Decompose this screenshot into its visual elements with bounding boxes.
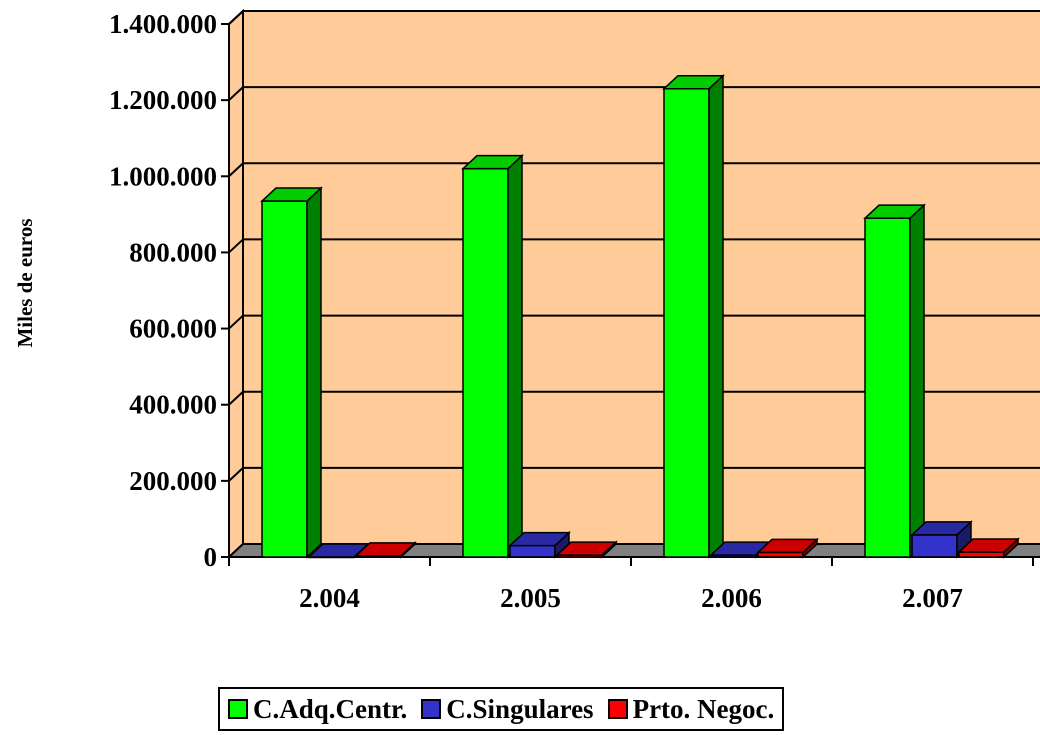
bar-front xyxy=(261,200,308,558)
bar xyxy=(863,203,926,559)
bar xyxy=(260,186,323,559)
bar-top xyxy=(260,187,323,202)
x-tick-label: 2.005 xyxy=(500,583,561,613)
y-tick-label: 1.400.000 xyxy=(109,9,217,39)
y-axis-label: Miles de euros xyxy=(13,218,37,347)
bar-top xyxy=(354,542,417,557)
bar-front xyxy=(663,87,710,558)
bar-top xyxy=(555,541,618,556)
y-tick-label: 200.000 xyxy=(129,466,217,496)
bar-top xyxy=(863,204,926,219)
bar xyxy=(354,541,417,559)
bar xyxy=(756,537,819,559)
bar xyxy=(910,520,973,559)
legend-swatch-prto-negoc xyxy=(607,699,628,719)
gridline-side xyxy=(228,467,244,482)
bar-top xyxy=(662,74,725,90)
y-tick-label: 1.200.000 xyxy=(109,85,217,115)
bar xyxy=(461,153,524,559)
bar-side xyxy=(909,203,925,559)
y-tick-label: 0 xyxy=(204,542,218,572)
legend-label-c-singulares: C.Singulares xyxy=(446,693,594,724)
bar-front xyxy=(911,534,958,558)
gridline-side xyxy=(228,86,244,101)
bar-top xyxy=(461,154,524,170)
legend-item-prto-negoc: Prto. Negoc. xyxy=(607,693,775,725)
legend-swatch-c-singulares xyxy=(421,699,442,719)
x-tick-label: 2.007 xyxy=(902,583,963,613)
bar-top xyxy=(957,538,1020,553)
y-tick-label: 800.000 xyxy=(129,237,217,267)
bar-side xyxy=(507,153,523,559)
gridline-side xyxy=(228,314,244,330)
y-tick-label: 1.000.000 xyxy=(109,161,217,191)
bar-top xyxy=(508,531,571,547)
y-tick-label: 600.000 xyxy=(129,314,217,344)
bar-side xyxy=(306,186,322,559)
legend-item-c-adq-centr: C.Adq.Centr. xyxy=(228,694,407,725)
legend-label-prto-negoc: Prto. Negoc. xyxy=(632,693,775,724)
x-tick-label: 2.006 xyxy=(701,583,762,613)
legend-label-c-adq-centr: C.Adq.Centr. xyxy=(253,693,408,724)
x-tick-label: 2.004 xyxy=(299,583,360,613)
bar-top xyxy=(910,521,973,536)
legend: C.Adq.Centr. C.Singulares Prto. Negoc. xyxy=(218,687,785,731)
bar-top xyxy=(756,538,819,554)
bar xyxy=(555,540,618,559)
bar-front xyxy=(509,544,556,558)
gridline-side xyxy=(228,390,244,406)
legend-swatch-c-adq-centr xyxy=(228,699,248,719)
gridline-side xyxy=(228,238,244,254)
bar xyxy=(662,74,725,559)
legend-item-c-singulares: C.Singulares xyxy=(421,693,594,725)
bar-side xyxy=(708,74,724,559)
gridline-side xyxy=(228,162,244,178)
bar-front xyxy=(462,167,509,558)
y-tick-label: 400.000 xyxy=(129,390,217,420)
bar-front xyxy=(864,217,911,558)
bar xyxy=(508,530,571,559)
gridline-side xyxy=(228,10,244,25)
bar xyxy=(957,537,1020,559)
